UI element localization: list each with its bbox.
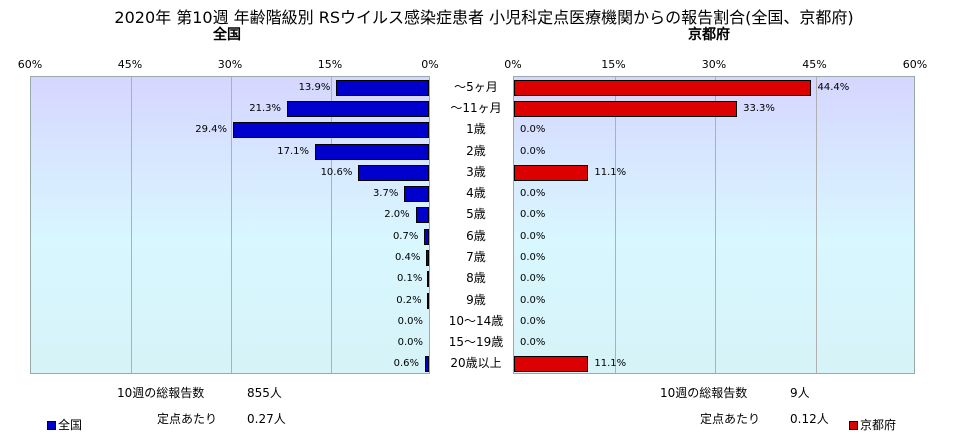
national-gridline (131, 77, 132, 373)
national-legend-label: 全国 (58, 418, 83, 432)
age-category-label: 10～14歳 (448, 313, 504, 328)
age-category-label: 9歳 (466, 292, 486, 307)
kyoto-data-label: 11.1% (594, 358, 627, 370)
kyoto-bar (514, 164, 589, 181)
national-bar (425, 356, 429, 373)
national-bar (427, 271, 429, 288)
national-bar (424, 228, 429, 245)
national-data-label: 13.9% (298, 81, 331, 93)
kyoto-bar (514, 356, 589, 373)
kyoto-gridline (614, 77, 616, 373)
chart-title: 2020年 第10週 年齢階級別 RSウイルス感染症患者 小児科定点医療機関から… (114, 8, 854, 27)
kyoto-legend-label: 京都府 (859, 418, 896, 432)
national-data-label: 0.6% (393, 358, 419, 370)
national-total-value: 855人 (247, 386, 282, 400)
national-bar (404, 186, 429, 203)
kyoto-data-label: 0.0% (520, 209, 546, 221)
kyoto-total-value: 9人 (790, 386, 810, 400)
kyoto-data-label: 0.0% (520, 251, 546, 263)
national-bar (233, 122, 429, 139)
kyoto-x-tick-label: 45% (802, 58, 827, 71)
age-category-label: 6歳 (466, 228, 486, 243)
kyoto-legend-swatch (848, 421, 858, 430)
kyoto-x-tick-label: 60% (902, 58, 928, 71)
national-bar (426, 249, 429, 266)
age-category-label: ～11ヶ月 (450, 100, 502, 115)
age-category-label: 2歳 (466, 143, 486, 158)
kyoto-data-label: 0.0% (520, 337, 546, 349)
age-category-label: 4歳 (466, 186, 486, 201)
age-category-label: ～5ヶ月 (454, 79, 498, 94)
national-gridline (331, 77, 332, 373)
national-data-label: 3.7% (372, 188, 399, 200)
national-x-tick-label: 60% (17, 58, 43, 71)
kyoto-x-tick-label: 30% (701, 58, 727, 71)
kyoto-plot-area: 京都府 44.4% 33.3% 0.0% 0.0% 11.1% 0.0% 0.0% 0.0% 0… (513, 76, 915, 432)
kyoto-data-label: 0.0% (520, 230, 546, 242)
kyoto-per-site-label: 定点あたり (700, 412, 761, 426)
kyoto-data-label: 0.0% (520, 145, 546, 157)
kyoto-data-label: 0.0% (520, 315, 546, 327)
kyoto-data-label: 0.0% (520, 188, 546, 200)
kyoto-panel-title: 京都府 (688, 27, 730, 43)
kyoto-x-tick-label: 15% (601, 58, 626, 71)
kyoto-gridline (715, 77, 716, 373)
kyoto-data-label: 44.4% (817, 81, 850, 93)
national-plot-area: 全国 13.9% 21.3% 29.4% 17.1% 10.6% 3.7% 2.0% 0.7%… (30, 76, 430, 432)
national-bar (287, 100, 429, 117)
national-data-label: 0.0% (397, 315, 423, 327)
age-category-label: 3歳 (466, 164, 486, 179)
national-data-label: 0.2% (396, 294, 422, 306)
national-bar (415, 207, 429, 224)
national-data-label: 29.4% (195, 124, 227, 136)
national-x-tick-label: 30% (217, 58, 243, 71)
national-panel-title: 全国 (213, 27, 241, 43)
national-legend-swatch (47, 421, 56, 430)
age-category-label: 7歳 (466, 249, 486, 264)
national-data-label: 0.7% (392, 230, 419, 242)
kyoto-gridline (815, 77, 817, 373)
kyoto-per-site-value: 0.12人 (790, 412, 829, 426)
national-x-tick-label: 45% (117, 58, 143, 71)
kyoto-data-label: 0.0% (520, 124, 546, 136)
kyoto-total-label: 10週の総報告数 (660, 386, 748, 400)
national-total-label: 10週の総報告数 (117, 386, 205, 400)
national-bar (336, 79, 429, 96)
kyoto-data-label: 11.1% (594, 166, 627, 178)
national-data-label: 17.1% (277, 145, 309, 157)
national-per-site-label: 定点あたり (157, 412, 218, 426)
kyoto-data-label: 0.0% (520, 294, 546, 306)
kyoto-x-tick-label: 0% (504, 58, 522, 71)
age-category-label: 15～19歳 (448, 335, 504, 350)
national-data-label: 0.4% (394, 251, 421, 263)
age-category-label: 20歳以上 (450, 356, 502, 371)
national-per-site-value: 0.27人 (247, 412, 286, 426)
national-bar (427, 292, 429, 309)
age-category-label: 8歳 (466, 271, 486, 286)
kyoto-data-label: 0.0% (520, 273, 546, 285)
national-data-label: 2.0% (384, 209, 410, 221)
national-legend: 全国 (47, 418, 82, 432)
kyoto-data-label: 33.3% (743, 102, 775, 114)
national-data-label: 21.3% (249, 102, 281, 114)
national-bar (358, 164, 429, 181)
national-x-tick-label: 0% (421, 58, 439, 71)
age-category-label: 5歳 (466, 207, 486, 222)
national-gridline (231, 77, 232, 373)
national-bar (315, 143, 429, 160)
national-data-label: 0.1% (396, 273, 423, 285)
national-x-tick-label: 15% (317, 58, 343, 71)
age-category-label: 1歳 (466, 122, 486, 137)
kyoto-bar (514, 79, 812, 96)
kyoto-bar (514, 100, 738, 117)
kyoto-legend: 京都府 (848, 418, 896, 432)
national-data-label: 0.0% (397, 337, 423, 349)
national-data-label: 10.6% (320, 166, 353, 178)
